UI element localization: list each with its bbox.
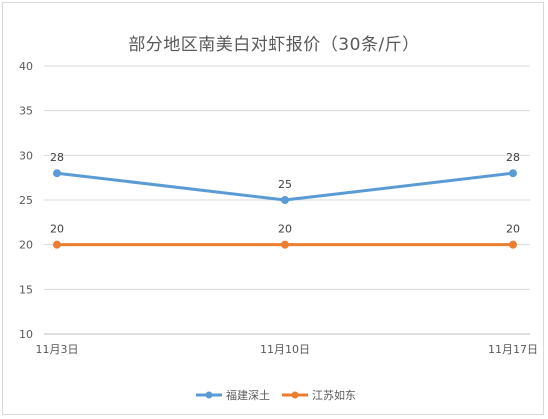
y-tick-label: 20 [19,239,33,252]
y-tick-label: 30 [19,149,33,162]
data-label: 20 [506,223,520,236]
data-label: 28 [506,151,520,164]
chart-frame [2,2,544,415]
legend-marker [291,391,299,399]
series [53,169,517,249]
data-point [281,240,289,249]
x-tick-label: 11月17日 [488,343,538,356]
x-tick-label: 11月3日 [36,343,79,356]
x-tick-label: 11月10日 [260,343,310,356]
data-point [53,240,61,249]
legend: 福建深土 江苏如东 [196,388,356,402]
y-tick-label: 25 [19,194,33,207]
y-tick-label: 15 [19,283,33,296]
legend-label: 江苏如东 [312,388,356,402]
y-tick-label: 10 [19,328,33,341]
y-tick-label: 40 [19,60,33,73]
data-label: 20 [278,223,292,236]
data-label: 25 [278,178,292,191]
data-label: 28 [50,151,64,164]
data-point [509,240,517,249]
data-point [281,196,289,204]
y-tick-label: 35 [19,105,33,118]
legend-marker [205,391,213,399]
data-point [53,169,61,178]
legend-label: 福建深土 [226,388,270,402]
chart-title: 部分地区南美白对虾报价（30条/斤） [128,35,420,55]
data-labels: 28 25 28 20 20 20 [50,151,520,235]
axes: 10 15 20 25 30 35 40 11月3日 11月10日 11月17日 [19,60,538,356]
data-point [509,169,517,178]
data-label: 20 [50,223,64,236]
